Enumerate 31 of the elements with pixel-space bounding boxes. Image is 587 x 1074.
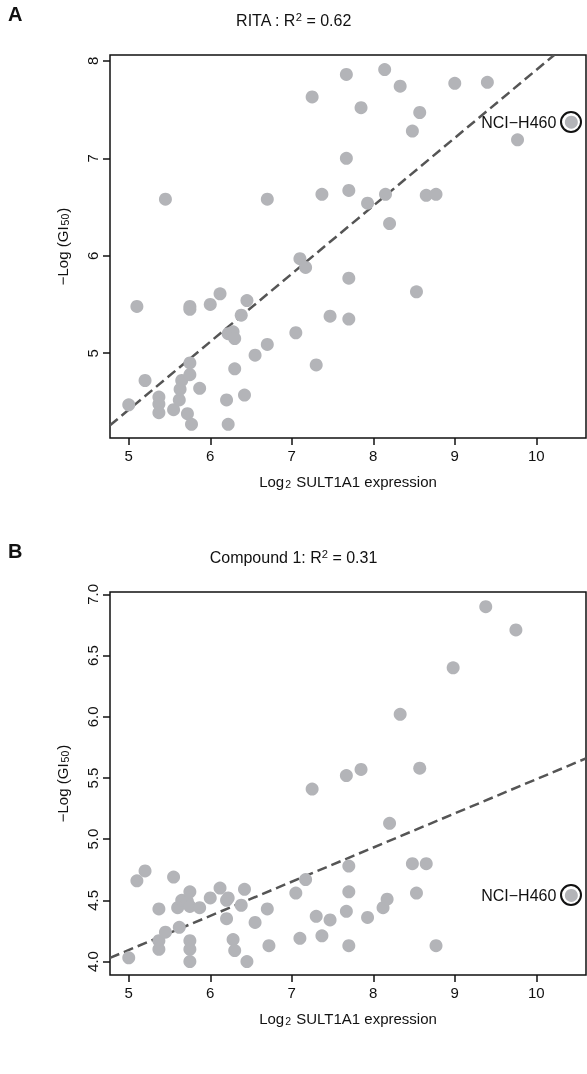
y-tick-label: 5 — [84, 349, 101, 358]
x-tick-label: 8 — [369, 984, 378, 1001]
x-tick-label: 10 — [527, 984, 545, 1001]
y-tick-label: 6 — [84, 251, 101, 260]
x-tick-label: 8 — [369, 447, 378, 464]
annotation: NCI−H460 — [481, 886, 557, 904]
x-tick-label: 5 — [124, 984, 133, 1001]
x-tick-label: 10 — [527, 447, 545, 464]
y-tick-label: 6.0 — [84, 706, 101, 728]
x-tick-label: 6 — [206, 447, 215, 464]
y-tick-label: 8 — [84, 56, 101, 66]
x-axis-title: Log2 SULT1A1 expression — [259, 473, 437, 490]
y-tick-label: 4.0 — [84, 951, 101, 972]
y-tick-label: 6.5 — [84, 645, 101, 667]
y-tick-label: 5.5 — [84, 767, 101, 789]
x-tick-label: 7 — [287, 984, 296, 1001]
y-axis-title: −Log (GI50) — [54, 207, 71, 286]
x-tick-label: 7 — [287, 447, 296, 464]
x-axis-title: Log2 SULT1A1 expression — [259, 1010, 437, 1027]
y-tick-label: 7 — [84, 154, 101, 163]
annotation: NCI−H460 — [481, 113, 557, 131]
y-tick-label: 7.0 — [84, 584, 101, 605]
text: A — [8, 3, 23, 25]
text: B — [8, 540, 23, 562]
y-tick-label: 5.0 — [84, 828, 101, 850]
x-tick-label: 9 — [450, 984, 459, 1001]
y-axis-title: −Log (GI50) — [54, 744, 71, 823]
x-tick-label: 9 — [450, 447, 459, 464]
x-tick-label: 6 — [206, 984, 215, 1001]
y-tick-label: 4.5 — [84, 889, 101, 911]
x-tick-label: 5 — [124, 447, 133, 464]
